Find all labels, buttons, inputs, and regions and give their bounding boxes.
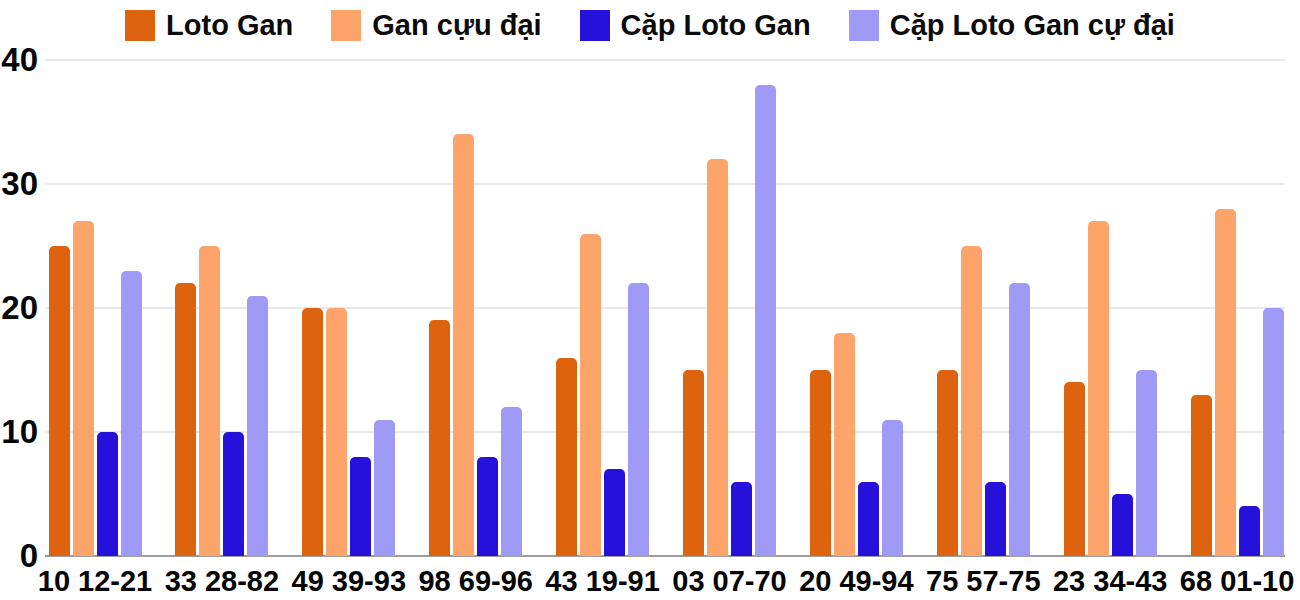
legend-swatch-icon — [580, 10, 610, 41]
bar-series2-group1 — [73, 221, 94, 556]
bar-series4-group5 — [628, 283, 649, 556]
bar-series2-group4 — [453, 134, 474, 556]
legend-item-4: Cặp Loto Gan cự đại — [849, 10, 1175, 41]
bar-series3-group10 — [1239, 506, 1260, 556]
bar-series3-group4 — [477, 457, 498, 556]
bar-series3-group6 — [731, 482, 752, 556]
bar-series1-group10 — [1191, 395, 1212, 556]
bar-series4-group8 — [1009, 283, 1030, 556]
legend-label: Loto Gan — [166, 10, 293, 41]
legend-swatch-icon — [125, 10, 155, 41]
bar-series4-group7 — [882, 420, 903, 556]
bar-series4-group3 — [374, 420, 395, 556]
plot-area: 01020304010 12-2133 28-8249 39-9398 69-9… — [0, 0, 1300, 600]
bar-series2-group6 — [707, 159, 728, 556]
bar-series2-group10 — [1215, 209, 1236, 556]
bar-series2-group3 — [326, 308, 347, 556]
bar-series1-group1 — [49, 246, 70, 556]
bar-series3-group3 — [350, 457, 371, 556]
legend-item-2: Gan cựu đại — [331, 10, 541, 41]
bar-series2-group7 — [834, 333, 855, 556]
bar-series1-group2 — [175, 283, 196, 556]
bar-series1-group7 — [810, 370, 831, 556]
bar-series1-group8 — [937, 370, 958, 556]
bar-series2-group8 — [961, 246, 982, 556]
gridline-40 — [45, 59, 1285, 61]
bar-series3-group9 — [1112, 494, 1133, 556]
bar-series1-group3 — [302, 308, 323, 556]
bar-series4-group4 — [501, 407, 522, 556]
y-axis-tick-label: 30 — [0, 167, 38, 201]
bar-series3-group7 — [858, 482, 879, 556]
bar-series1-group5 — [556, 358, 577, 556]
bar-series1-group9 — [1064, 382, 1085, 556]
legend-label: Cặp Loto Gan — [621, 10, 811, 41]
legend-label: Cặp Loto Gan cự đại — [890, 10, 1175, 41]
bar-series4-group1 — [121, 271, 142, 556]
bar-series1-group4 — [429, 320, 450, 556]
bar-series3-group5 — [604, 469, 625, 556]
bar-series1-group6 — [683, 370, 704, 556]
legend-label: Gan cựu đại — [372, 10, 541, 41]
bar-series3-group1 — [97, 432, 118, 556]
legend: Loto Gan Gan cựu đại Cặp Loto Gan Cặp Loto … — [0, 10, 1300, 41]
y-axis-tick-label: 40 — [0, 43, 38, 77]
x-axis-tick-label: 68 01-10 — [1162, 565, 1300, 597]
legend-item-3: Cặp Loto Gan — [580, 10, 811, 41]
bar-series2-group9 — [1088, 221, 1109, 556]
bar-series3-group2 — [223, 432, 244, 556]
legend-swatch-icon — [849, 10, 879, 41]
gridline-30 — [45, 183, 1285, 185]
bar-series4-group6 — [755, 85, 776, 556]
bar-chart: 01020304010 12-2133 28-8249 39-9398 69-9… — [0, 0, 1300, 600]
legend-swatch-icon — [331, 10, 361, 41]
bar-series4-group9 — [1136, 370, 1157, 556]
bar-series4-group10 — [1263, 308, 1284, 556]
bar-series4-group2 — [247, 296, 268, 556]
y-axis-tick-label: 20 — [0, 291, 38, 325]
legend-item-1: Loto Gan — [125, 10, 293, 41]
y-axis-tick-label: 10 — [0, 415, 38, 449]
bar-series2-group2 — [199, 246, 220, 556]
bar-series2-group5 — [580, 234, 601, 556]
bar-series3-group8 — [985, 482, 1006, 556]
